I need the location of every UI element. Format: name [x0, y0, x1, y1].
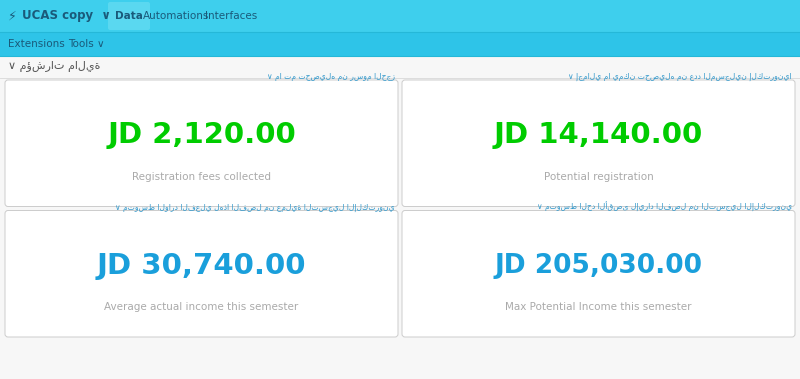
Text: Automations: Automations: [143, 11, 209, 21]
FancyBboxPatch shape: [5, 80, 398, 207]
Text: JD 205,030.00: JD 205,030.00: [494, 253, 702, 279]
FancyBboxPatch shape: [5, 210, 398, 337]
Text: Interfaces: Interfaces: [205, 11, 257, 21]
Text: JD 30,740.00: JD 30,740.00: [97, 252, 306, 280]
Text: Tools ∨: Tools ∨: [68, 39, 105, 49]
Text: JD 14,140.00: JD 14,140.00: [494, 121, 703, 149]
Text: Potential registration: Potential registration: [544, 172, 654, 182]
Bar: [0, 56, 800, 379]
Text: Registration fees collected: Registration fees collected: [132, 172, 271, 182]
Text: Average actual income this semester: Average actual income this semester: [104, 302, 298, 313]
Text: Data: Data: [115, 11, 143, 21]
Text: ∨ ما تم تحصيله من رسوم الحجز: ∨ ما تم تحصيله من رسوم الحجز: [267, 72, 395, 81]
Text: ∨ مؤشرات مالية: ∨ مؤشرات مالية: [8, 61, 100, 72]
FancyBboxPatch shape: [402, 210, 795, 337]
Text: Extensions: Extensions: [8, 39, 65, 49]
Text: ∨ إجمالي ما يمكن تحصيله من عدد المسجلين إلكترونيا: ∨ إجمالي ما يمكن تحصيله من عدد المسجلين …: [568, 72, 792, 81]
Text: UCAS copy  ∨: UCAS copy ∨: [22, 9, 111, 22]
FancyBboxPatch shape: [108, 2, 150, 30]
Text: Max Potential Income this semester: Max Potential Income this semester: [506, 302, 692, 313]
Text: JD 2,120.00: JD 2,120.00: [107, 121, 296, 149]
Bar: [0, 32, 800, 56]
Text: ∨ متوسط الحد الأقصى لإيراد الفصل من التسجيل الإلكتروني: ∨ متوسط الحد الأقصى لإيراد الفصل من التس…: [537, 201, 792, 211]
FancyBboxPatch shape: [402, 80, 795, 207]
Text: ∨ متوسط الوارد الفعلي لهذا الفصل من عملية التسجيل الإلكتروني: ∨ متوسط الوارد الفعلي لهذا الفصل من عملي…: [115, 202, 395, 211]
Text: ⚡: ⚡: [8, 9, 17, 22]
